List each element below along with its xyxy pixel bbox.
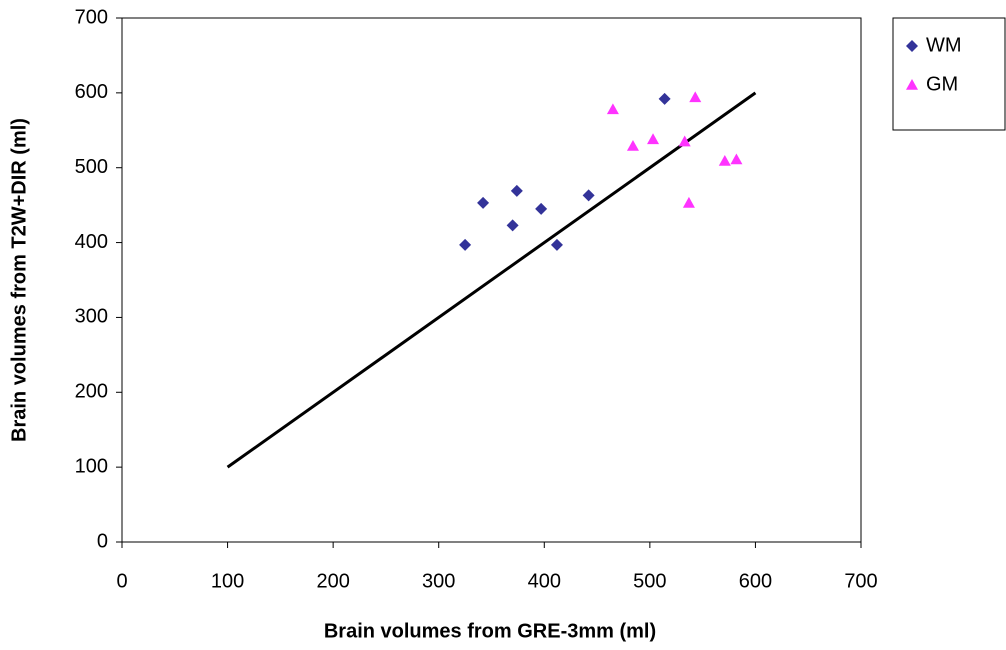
x-tick-label: 200 [316, 570, 349, 592]
point [551, 239, 563, 251]
y-tick-label: 300 [75, 306, 108, 328]
x-tick-label: 100 [211, 570, 244, 592]
y-tick-label: 400 [75, 231, 108, 253]
y-axis-title: Brain volumes from T2W+DIR (ml) [8, 118, 30, 442]
y-tick-label: 0 [97, 530, 108, 552]
point [583, 189, 595, 201]
point [719, 155, 731, 166]
x-tick-label: 300 [422, 570, 455, 592]
reference-line [228, 93, 756, 467]
point [689, 91, 701, 102]
chart: Brain volumes from GRE-3mm (ml) Brain vo… [0, 0, 1006, 650]
x-tick-label: 500 [633, 570, 666, 592]
point [659, 93, 671, 105]
point [607, 103, 619, 114]
point [683, 197, 695, 208]
x-tick-label: 0 [116, 570, 127, 592]
y-tick-label: 600 [75, 81, 108, 103]
page: {"chart_data": {"type": "scatter", "x_la… [0, 0, 1006, 650]
x-tick-label: 700 [844, 570, 877, 592]
legend-label: GM [926, 73, 958, 95]
y-tick-label: 500 [75, 156, 108, 178]
point [459, 239, 471, 251]
x-axis-title: Brain volumes from GRE-3mm (ml) [324, 620, 656, 642]
point [477, 197, 489, 209]
point [507, 219, 519, 231]
y-tick-label: 700 [75, 6, 108, 28]
x-tick-label: 400 [528, 570, 561, 592]
point [535, 203, 547, 215]
point [511, 185, 523, 197]
y-tick-label: 100 [75, 455, 108, 477]
x-tick-label: 600 [739, 570, 772, 592]
y-tick-label: 200 [75, 381, 108, 403]
point [647, 133, 659, 144]
point [730, 153, 742, 164]
point [627, 140, 639, 151]
legend-label: WM [926, 34, 962, 56]
